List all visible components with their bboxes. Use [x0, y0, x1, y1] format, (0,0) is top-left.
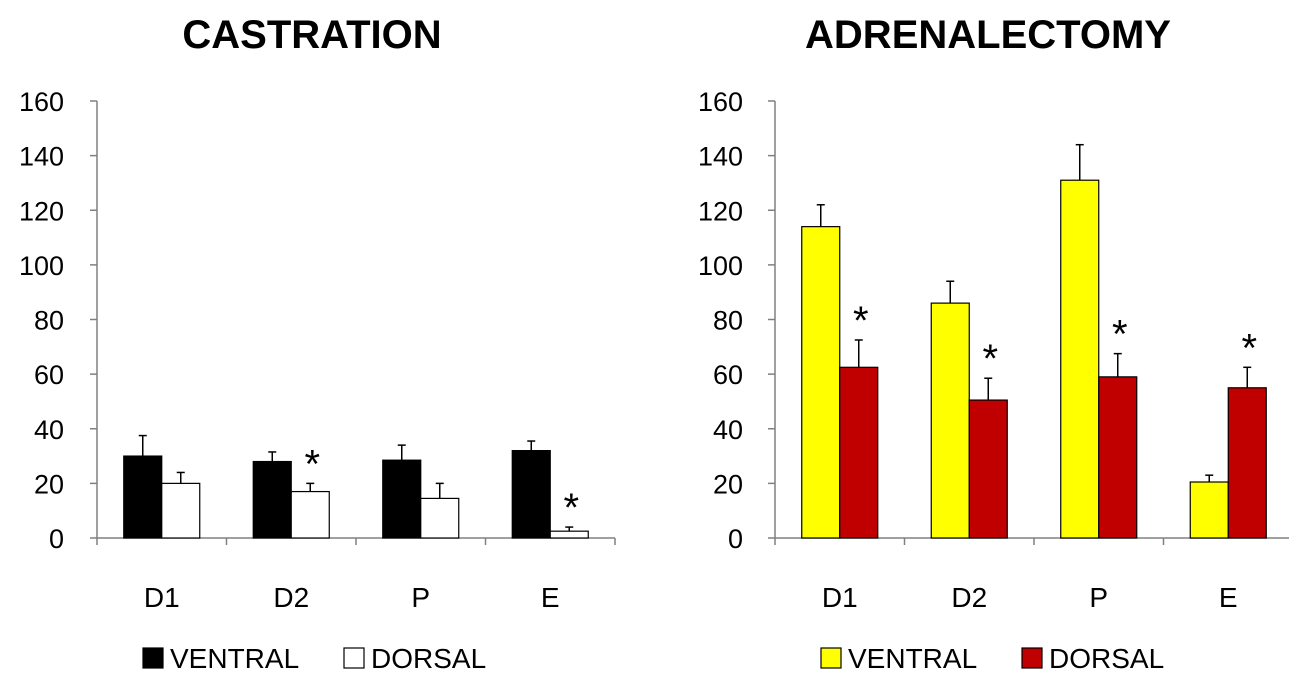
bar-ventral-e	[1189, 481, 1229, 539]
significance-marker: *	[853, 299, 869, 343]
chart-panel-castration: CASTRATION 0 20 40 60 80 100 120 140 160 D1 D2 P E * * V…	[19, 13, 616, 674]
x-category-label: D2	[273, 582, 309, 613]
legend-label-ventral: VENTRAL	[848, 643, 977, 674]
y-tick-label: 120	[698, 196, 743, 226]
chart-title: ADRENALECTOMY	[805, 13, 1171, 57]
significance-marker: *	[982, 337, 998, 381]
y-tick-label: 20	[34, 469, 64, 499]
bar-ventral-e	[511, 450, 551, 539]
bar-dorsal-p	[420, 497, 460, 539]
bar-ventral-d2	[252, 460, 292, 539]
bar-dorsal-e	[549, 530, 589, 539]
x-category-label: D1	[822, 582, 858, 613]
chart-panel-adrenalectomy: ADRENALECTOMY 0 20 40 60 80 100 120 140 160 D1 D2 P E…	[698, 13, 1289, 674]
x-category-label: E	[541, 582, 560, 613]
y-tick-label: 160	[19, 87, 64, 117]
y-tick-label: 120	[19, 196, 64, 226]
significance-marker: *	[304, 442, 320, 486]
bar-ventral-d1	[123, 455, 163, 539]
legend-swatch-ventral	[142, 647, 164, 669]
chart-title: CASTRATION	[182, 13, 441, 57]
bar-dorsal-p	[1098, 376, 1138, 539]
y-tick-label: 140	[19, 142, 64, 172]
legend-label-ventral: VENTRAL	[170, 643, 299, 674]
bar-ventral-d2	[930, 302, 970, 539]
x-category-label: P	[411, 582, 430, 613]
significance-marker: *	[563, 486, 579, 530]
bar-ventral-d1	[801, 226, 841, 539]
legend-swatch-dorsal	[1021, 647, 1043, 669]
y-tick-label: 80	[713, 306, 743, 336]
y-tick-label: 160	[698, 87, 743, 117]
significance-marker: *	[1241, 326, 1257, 370]
legend-label-dorsal: DORSAL	[371, 643, 486, 674]
y-tick-label: 40	[34, 415, 64, 445]
y-tick-label: 60	[34, 360, 64, 390]
y-tick-label: 0	[49, 524, 64, 554]
bar-dorsal-d1	[161, 482, 201, 539]
y-tick-label: 100	[19, 251, 64, 281]
bar-dorsal-d2	[290, 490, 330, 539]
y-tick-label: 20	[713, 469, 743, 499]
y-tick-label: 0	[728, 524, 743, 554]
y-tick-label: 40	[713, 415, 743, 445]
significance-marker: *	[1112, 313, 1128, 357]
legend-label-dorsal: DORSAL	[1049, 643, 1164, 674]
x-category-label: D2	[951, 582, 987, 613]
y-tick-label: 60	[713, 360, 743, 390]
bar-dorsal-e	[1227, 387, 1267, 539]
legend-swatch-ventral	[820, 647, 842, 669]
bar-ventral-p	[382, 459, 422, 539]
bar-dorsal-d1	[839, 366, 879, 539]
bar-dorsal-d2	[968, 399, 1008, 539]
x-category-label: P	[1089, 582, 1108, 613]
legend-swatch-dorsal	[343, 647, 365, 669]
bar-ventral-p	[1060, 179, 1100, 539]
y-tick-label: 80	[34, 306, 64, 336]
y-tick-label: 140	[698, 142, 743, 172]
x-category-label: D1	[144, 582, 180, 613]
x-category-label: E	[1219, 582, 1238, 613]
y-tick-label: 100	[698, 251, 743, 281]
